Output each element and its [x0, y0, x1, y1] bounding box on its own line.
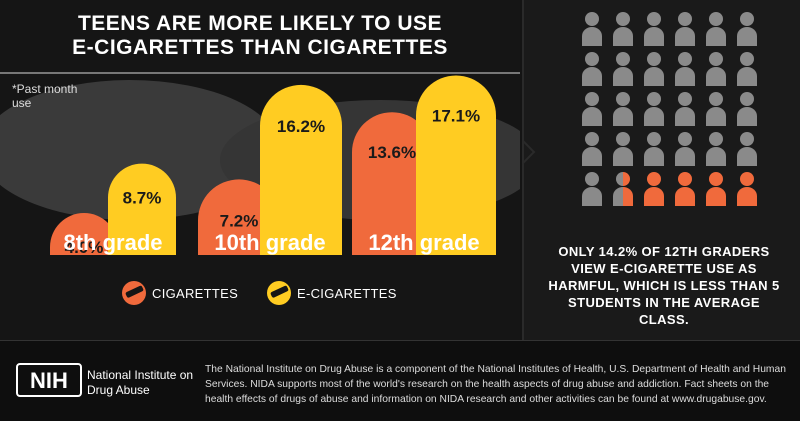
nih-logo-text: NIH: [30, 368, 68, 393]
bar-chart: 4.0% 8.7% 8th grade 7.2% 16.2% 10th grade 13.6…: [0, 72, 520, 340]
bar-cigarettes-2: [198, 179, 280, 255]
legend-icon-cigarettes: [122, 281, 146, 305]
student-icon: [613, 52, 633, 86]
student-icon: [644, 132, 664, 166]
title-line-2: E-CIGARETTES THAN CIGARETTES: [72, 36, 448, 59]
student-icon: [582, 92, 602, 126]
bar-e-cigarettes-3: [416, 75, 496, 255]
category-label: 8th grade: [63, 230, 162, 255]
data-label: 8.7%: [123, 189, 162, 208]
student-icon: [613, 92, 633, 126]
data-label: 4.0%: [65, 238, 104, 257]
bar-cigarettes-1: [50, 213, 118, 255]
student-icon: [675, 12, 695, 46]
bar-cigarettes-3: [352, 112, 432, 255]
chart-floor: [0, 255, 520, 340]
student-icon: [675, 172, 695, 206]
divider-line: [0, 72, 520, 74]
student-icon: [675, 52, 695, 86]
student-icon: [644, 172, 664, 206]
bar-e-cigarettes-1: [108, 163, 176, 255]
student-icon: [613, 12, 633, 46]
data-label: 13.6%: [368, 143, 416, 162]
category-label: 10th grade: [214, 230, 325, 255]
category-label: 12th grade: [368, 230, 479, 255]
caption: ONLY 14.2% OF 12TH GRADERS VIEW E-CIGARE…: [548, 244, 780, 327]
student-icon: [644, 12, 664, 46]
legend-label-e-cigarettes: E-CIGARETTES: [297, 286, 397, 301]
student-icon: [582, 132, 602, 166]
data-label: 16.2%: [277, 117, 325, 136]
smoke-cloud: [0, 80, 280, 220]
title-line-1: TEENS ARE MORE LIKELY TO USE: [77, 12, 443, 35]
student-icon: [644, 52, 664, 86]
student-icon: [582, 12, 602, 46]
bar-e-cigarettes-2: [260, 84, 342, 255]
data-label: 7.2%: [220, 211, 259, 230]
student-icon: [644, 92, 664, 126]
footer: NIH National Institute on Drug Abuse The…: [0, 340, 800, 421]
student-icon: [706, 172, 726, 206]
data-label: 17.1%: [432, 106, 480, 125]
student-icon: [706, 52, 726, 86]
legend-icon-e-cigarettes: [267, 281, 291, 305]
student-icon: [675, 92, 695, 126]
student-icon: [613, 132, 633, 166]
footnote: *Past month use: [12, 82, 78, 110]
student-icon: [737, 12, 757, 46]
class-panel: [522, 0, 800, 340]
student-icon: [737, 52, 757, 86]
student-icon: [706, 92, 726, 126]
footer-text: The National Institute on Drug Abuse is …: [205, 364, 786, 405]
student-icon: [706, 12, 726, 46]
student-icon: [737, 132, 757, 166]
org-name: National Institute on Drug Abuse: [87, 368, 194, 397]
chart-panel: TEENS ARE MORE LIKELY TO USE E-CIGARETTE…: [0, 12, 520, 340]
student-icon: [675, 132, 695, 166]
student-icon: [706, 132, 726, 166]
student-icon: [737, 172, 757, 206]
student-icon: [582, 52, 602, 86]
student-icon: [737, 92, 757, 126]
divider-notch: [522, 139, 536, 165]
student-grid: [522, 12, 757, 206]
student-icon: [613, 172, 633, 206]
student-icon: [582, 172, 602, 206]
nih-logo: NIH: [16, 363, 82, 397]
legend-label-cigarettes: CIGARETTES: [152, 286, 239, 301]
